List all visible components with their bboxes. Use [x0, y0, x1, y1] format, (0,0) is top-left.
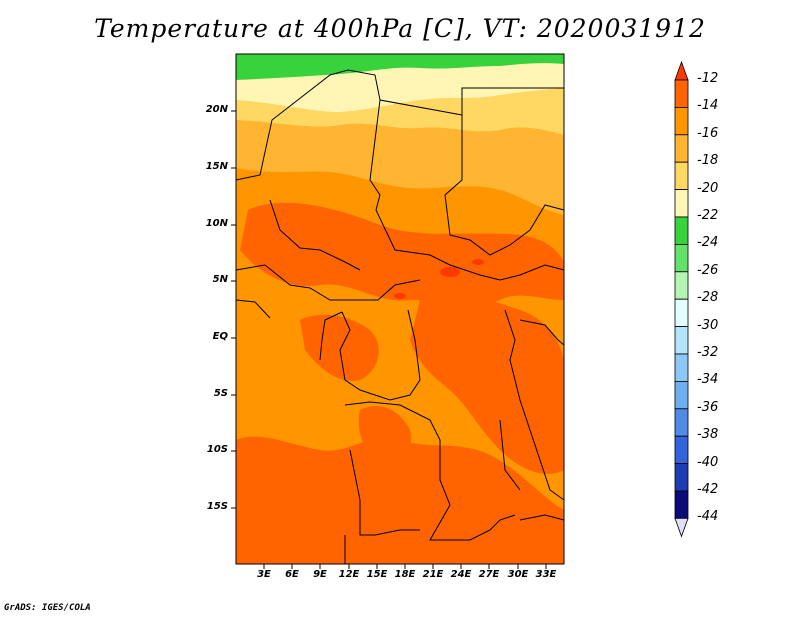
- colorbar-label: -40: [697, 454, 719, 470]
- colorbar-label: -16: [697, 125, 719, 141]
- colorbar-box: [674, 490, 689, 519]
- colorbar-box: [674, 107, 689, 136]
- colorbar-box: [674, 216, 689, 245]
- colorbar-label: -44: [697, 509, 719, 525]
- colorbar-label: -36: [697, 399, 719, 415]
- lon-label-21e: 21E: [422, 569, 444, 580]
- lon-label-3e: 3E: [257, 569, 271, 580]
- colorbar-box: [674, 271, 689, 300]
- grads-credit: GrADS: IGES/COLA: [4, 603, 91, 613]
- colorbar-box: [674, 161, 689, 190]
- lat-label-10s: 10S: [206, 444, 228, 455]
- colorbar-label: -42: [697, 482, 719, 497]
- lon-label-12e: 12E: [338, 569, 360, 580]
- colorbar: [674, 60, 689, 538]
- colorbar-label: -26: [697, 262, 719, 278]
- colorbar-label: -18: [697, 153, 719, 169]
- colorbar-label: -30: [697, 317, 719, 333]
- lon-label-30e: 30E: [507, 569, 529, 580]
- colorbar-label: -34: [697, 372, 719, 388]
- colorbar-box: [674, 243, 689, 273]
- lat-label-5n: 5N: [212, 274, 228, 285]
- colorbar-box: [674, 380, 689, 410]
- temperature-field: [236, 54, 564, 564]
- colorbar-box: [674, 79, 689, 108]
- colorbar-box: [674, 408, 689, 437]
- colorbar-label: -24: [697, 235, 719, 251]
- colorbar-label: -38: [697, 427, 719, 443]
- colorbar-box: [674, 134, 689, 163]
- lon-label-24e: 24E: [450, 569, 472, 580]
- colorbar-label: -32: [697, 345, 719, 360]
- lat-label-10n: 10N: [205, 218, 228, 229]
- country-borders: [235, 69, 565, 564]
- colorbar-label: -28: [697, 290, 719, 306]
- colorbar-box: [674, 189, 689, 218]
- colorbar-label: -12: [697, 71, 719, 86]
- colorbar-box: [674, 298, 689, 328]
- colorbar-box: [674, 435, 689, 465]
- lon-label-33e: 33E: [535, 569, 557, 580]
- lat-label-5s: 5S: [213, 388, 228, 399]
- lat-label-15n: 15N: [205, 161, 228, 172]
- colorbar-box: [674, 353, 689, 382]
- lon-label-27e: 27E: [478, 569, 500, 580]
- colorbar-label: -14: [697, 98, 719, 114]
- map-frame: [235, 53, 565, 565]
- lon-label-18e: 18E: [394, 569, 416, 580]
- colorbar-top-arrow: [674, 60, 689, 81]
- lat-label-20n: 20N: [205, 104, 228, 115]
- lon-label-9e: 9E: [313, 569, 327, 580]
- colorbar-box: [674, 326, 689, 355]
- lon-label-6e: 6E: [285, 569, 299, 580]
- colorbar-label: -20: [697, 180, 719, 196]
- lat-label-eq: EQ: [212, 331, 228, 342]
- lon-label-15e: 15E: [366, 569, 388, 580]
- axis-ticks: [231, 110, 547, 569]
- colorbar-label: -22: [697, 208, 719, 223]
- colorbar-bottom-arrow: [674, 518, 689, 538]
- lat-label-15s: 15S: [206, 501, 228, 512]
- map-title: Temperature at 400hPa [C], VT: 202003191…: [94, 14, 706, 43]
- colorbar-box: [674, 463, 689, 492]
